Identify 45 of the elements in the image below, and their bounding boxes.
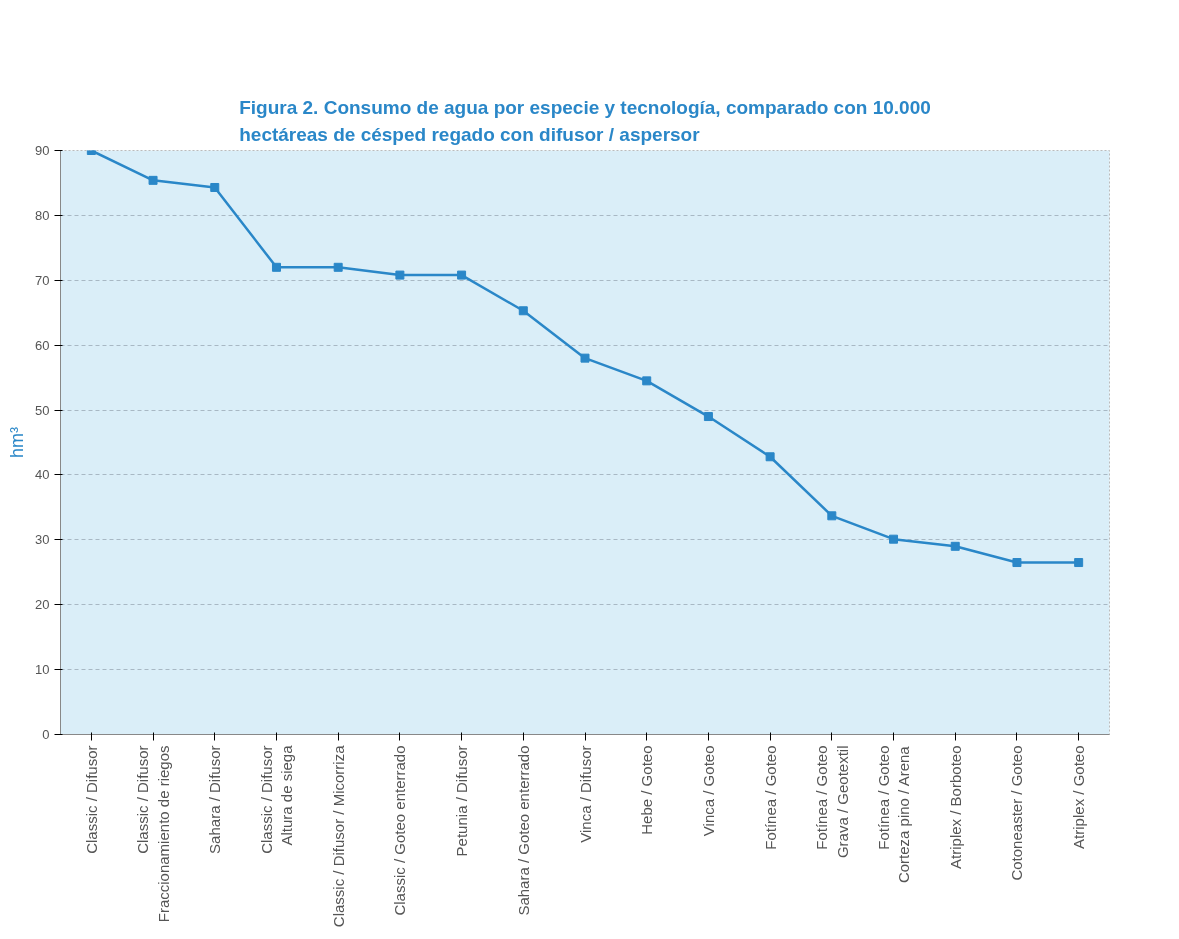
point bbox=[333, 262, 343, 272]
y-tick-label: 30 bbox=[35, 532, 50, 548]
x-tick-label: Atriplex / Borboteo bbox=[946, 745, 964, 869]
x-tick-label: Petunia / Difusor bbox=[453, 745, 471, 857]
point bbox=[703, 412, 713, 422]
point bbox=[271, 262, 281, 272]
x-tick-label: Atriplex / Goteo bbox=[1070, 745, 1088, 849]
point bbox=[518, 306, 528, 316]
y-tick-label: 80 bbox=[35, 207, 50, 223]
x-tick-label: Sahara / Difusor bbox=[206, 745, 224, 854]
x-tick-label: Vinca / Goteo bbox=[699, 745, 717, 837]
point bbox=[765, 452, 775, 462]
point bbox=[210, 182, 220, 192]
point bbox=[580, 353, 590, 363]
x-tick-label: Cotoneaster / Goteo bbox=[1008, 745, 1026, 881]
x-tick-label: Classic / Difusor bbox=[82, 745, 100, 854]
x-tick-label: Classic / Goteo enterrado bbox=[391, 745, 409, 916]
x-tick-label: Hebe / Goteo bbox=[638, 745, 656, 835]
y-tick-label: 90 bbox=[35, 143, 50, 158]
y-tick-label: 10 bbox=[35, 662, 50, 678]
point bbox=[889, 534, 899, 544]
point bbox=[457, 270, 467, 280]
y-tick-label: 70 bbox=[35, 272, 50, 288]
point bbox=[148, 175, 158, 185]
y-tick-label: 60 bbox=[35, 337, 50, 353]
point bbox=[950, 541, 960, 551]
y-tick-label: 20 bbox=[35, 597, 50, 613]
x-tick-label: Fotínea / Goteo Corteza pino / Arena bbox=[874, 745, 913, 884]
x-tick-label: Vinca / Difusor bbox=[576, 745, 594, 843]
point bbox=[1012, 558, 1022, 568]
y-axis-title: hm³ bbox=[7, 426, 28, 458]
point bbox=[395, 270, 405, 280]
x-tick-label: Fotínea / Goteo Grava / Geotextil bbox=[813, 745, 851, 859]
x-tick-label: Classic / Difusor Fraccionamiento de riegos bbox=[134, 745, 172, 923]
y-tick-label: 0 bbox=[42, 727, 50, 742]
x-tick-label: Sahara / Goteo enterrado bbox=[514, 745, 532, 916]
y-tick-label: 50 bbox=[35, 402, 50, 418]
x-tick-label: Classic / Difusor / Micorriza bbox=[329, 744, 347, 928]
point bbox=[642, 376, 652, 386]
y-tick-label: 40 bbox=[35, 467, 50, 483]
point bbox=[827, 511, 837, 521]
x-tick-label: Classic / Difusor Altura de siega bbox=[257, 744, 296, 854]
chart-title: Figura 2. Consumo de agua por especie y tecnología, comparado con 10.000 hectáreas de césped regado con difusor / aspersor bbox=[239, 97, 931, 146]
x-tick-label: Fotínea / Goteo bbox=[761, 745, 779, 850]
point bbox=[1074, 558, 1084, 568]
